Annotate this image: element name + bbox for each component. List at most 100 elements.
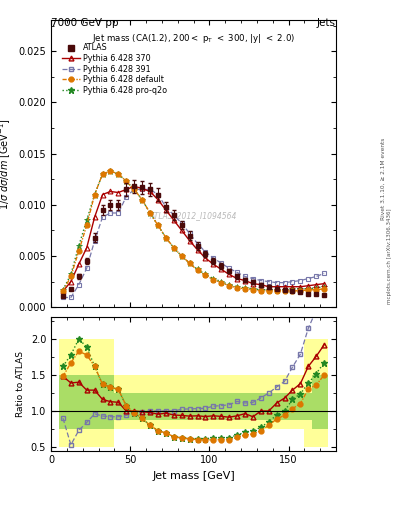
Pythia 6.428 391 [290, 279, 295, 285]
Pythia 6.428 370 [259, 282, 263, 288]
Line: Pythia 6.428 370: Pythia 6.428 370 [61, 184, 327, 294]
Pythia 6.428 pro-q2o [179, 253, 184, 259]
Line: Pythia 6.428 default: Pythia 6.428 default [61, 168, 327, 294]
Bar [162, 375, 170, 429]
Pythia 6.428 default [61, 288, 65, 294]
Bar [114, 375, 122, 429]
Bar [130, 375, 138, 429]
Bar [146, 393, 154, 420]
Pythia 6.428 default [132, 186, 136, 193]
Bar [178, 393, 185, 420]
Pythia 6.428 default [92, 191, 97, 198]
Pythia 6.428 default [290, 288, 295, 294]
Pythia 6.428 370 [156, 197, 160, 203]
Bar [320, 375, 328, 429]
Pythia 6.428 pro-q2o [298, 286, 303, 292]
Pythia 6.428 default [116, 171, 121, 177]
Pythia 6.428 default [124, 178, 129, 184]
Line: Pythia 6.428 pro-q2o: Pythia 6.428 pro-q2o [59, 167, 328, 293]
Pythia 6.428 pro-q2o [187, 260, 192, 266]
Bar [162, 393, 170, 420]
Pythia 6.428 default [282, 288, 287, 294]
Pythia 6.428 default [156, 222, 160, 228]
Pythia 6.428 pro-q2o [132, 186, 136, 193]
Bar [241, 393, 249, 420]
Pythia 6.428 370 [68, 279, 73, 285]
Pythia 6.428 pro-q2o [84, 217, 89, 223]
Text: Rivet 3.1.10, ≥ 2.1M events: Rivet 3.1.10, ≥ 2.1M events [381, 138, 386, 220]
Pythia 6.428 default [179, 253, 184, 259]
Pythia 6.428 391 [298, 278, 303, 284]
Bar [122, 393, 130, 420]
Pythia 6.428 370 [314, 282, 319, 288]
Pythia 6.428 391 [314, 273, 319, 280]
Pythia 6.428 391 [76, 282, 81, 288]
Pythia 6.428 default [163, 234, 168, 241]
Pythia 6.428 391 [306, 275, 311, 282]
Pythia 6.428 370 [140, 185, 145, 191]
Pythia 6.428 pro-q2o [266, 287, 271, 293]
Pythia 6.428 391 [108, 210, 113, 216]
Bar [193, 375, 202, 429]
Pythia 6.428 370 [187, 238, 192, 244]
Pythia 6.428 pro-q2o [116, 171, 121, 177]
Bar [83, 375, 91, 429]
Pythia 6.428 391 [235, 269, 239, 275]
Pythia 6.428 default [314, 287, 319, 293]
Pythia 6.428 pro-q2o [68, 271, 73, 278]
Bar [320, 339, 328, 447]
Bar [154, 375, 162, 429]
Pythia 6.428 370 [203, 255, 208, 261]
Bar [257, 393, 265, 420]
Text: ATLAS_2012_I1094564: ATLAS_2012_I1094564 [150, 211, 237, 220]
Y-axis label: Ratio to ATLAS: Ratio to ATLAS [16, 351, 25, 417]
Bar [202, 393, 209, 420]
Bar [257, 375, 265, 429]
Pythia 6.428 370 [251, 281, 255, 287]
Bar [209, 375, 217, 429]
Bar [312, 375, 320, 429]
Bar [225, 393, 233, 420]
Pythia 6.428 391 [219, 260, 224, 266]
Pythia 6.428 pro-q2o [92, 191, 97, 198]
Pythia 6.428 370 [179, 227, 184, 233]
Bar [114, 393, 122, 420]
Pythia 6.428 391 [124, 194, 129, 200]
Pythia 6.428 pro-q2o [322, 284, 327, 290]
Pythia 6.428 default [259, 288, 263, 294]
Pythia 6.428 pro-q2o [306, 286, 311, 292]
Bar [185, 375, 193, 429]
Pythia 6.428 370 [61, 288, 65, 294]
Text: Jet mass (CA(1.2), 200$<$ p$_\mathregular{T}$ $<$ 300, |y| $<$ 2.0): Jet mass (CA(1.2), 200$<$ p$_\mathregula… [92, 32, 295, 45]
Pythia 6.428 pro-q2o [140, 197, 145, 203]
Pythia 6.428 pro-q2o [282, 287, 287, 293]
Pythia 6.428 370 [274, 284, 279, 290]
Pythia 6.428 pro-q2o [314, 285, 319, 291]
Bar [273, 393, 281, 420]
Bar [249, 393, 257, 420]
Pythia 6.428 default [84, 222, 89, 228]
Pythia 6.428 pro-q2o [274, 287, 279, 293]
Pythia 6.428 pro-q2o [211, 275, 216, 282]
Bar [154, 393, 162, 420]
Pythia 6.428 391 [282, 280, 287, 286]
Pythia 6.428 pro-q2o [100, 171, 105, 177]
Pythia 6.428 391 [148, 186, 152, 193]
Bar [185, 393, 193, 420]
Bar [91, 339, 99, 447]
Pythia 6.428 pro-q2o [235, 284, 239, 290]
Pythia 6.428 370 [290, 284, 295, 290]
Bar [107, 339, 114, 447]
Pythia 6.428 default [242, 286, 247, 292]
Pythia 6.428 pro-q2o [259, 287, 263, 293]
Pythia 6.428 391 [100, 214, 105, 220]
Pythia 6.428 370 [116, 189, 121, 196]
Pythia 6.428 391 [156, 191, 160, 198]
Pythia 6.428 default [251, 287, 255, 293]
Bar [138, 393, 146, 420]
Pythia 6.428 370 [92, 214, 97, 220]
Pythia 6.428 pro-q2o [251, 286, 255, 292]
Bar [241, 375, 249, 429]
Pythia 6.428 default [195, 267, 200, 273]
Pythia 6.428 391 [179, 220, 184, 226]
